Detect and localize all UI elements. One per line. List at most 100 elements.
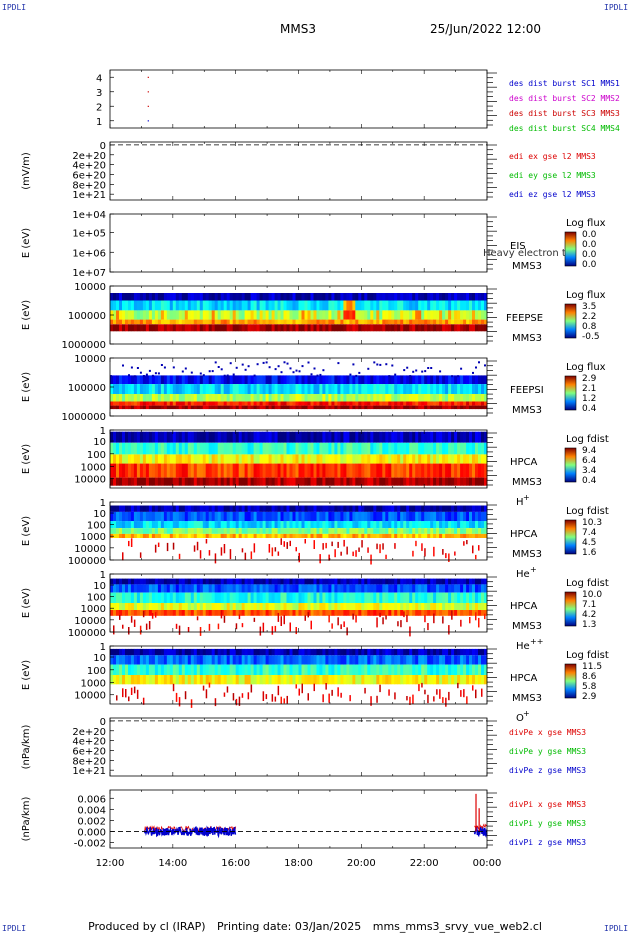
spectrogram-cell xyxy=(274,401,278,406)
spectrogram-cell xyxy=(244,655,248,665)
spectrogram-cell xyxy=(457,310,461,320)
spectrogram-cell xyxy=(247,394,251,402)
spectrogram-cell xyxy=(316,505,320,512)
spectrogram-cell xyxy=(289,394,293,402)
spectrogram-cell xyxy=(415,477,419,486)
spectrogram-cell xyxy=(277,675,281,685)
spectrogram-cell xyxy=(119,310,123,320)
spectrogram-cell xyxy=(136,655,141,665)
spectrogram-cell xyxy=(238,324,243,332)
spectrogram-cell xyxy=(460,375,464,385)
spectrogram-cell xyxy=(172,431,177,443)
spectrogram-cell xyxy=(373,361,376,364)
spectrogram-cell xyxy=(367,675,371,685)
spectrogram-cell xyxy=(259,648,263,656)
spectrogram-cell xyxy=(478,505,482,512)
spectrogram-cell xyxy=(226,505,231,512)
spectrogram-cell xyxy=(151,675,156,685)
spectrogram-cell xyxy=(364,463,368,478)
spectrogram-cell xyxy=(125,463,129,478)
spectrogram-cell xyxy=(310,375,314,385)
spectrogram-cell xyxy=(322,319,326,325)
spectrogram-cell xyxy=(250,310,254,320)
spectrogram-cell xyxy=(439,310,443,320)
spectrogram-cell xyxy=(125,592,129,603)
spectrogram-cell xyxy=(190,699,193,708)
spectrogram-cell xyxy=(157,310,162,320)
spectrogram-cell xyxy=(145,584,150,593)
spectrogram-cell xyxy=(469,463,473,478)
spectrogram-cell xyxy=(289,578,293,585)
spectrogram-cell xyxy=(184,505,189,512)
spectrogram-cell xyxy=(304,610,308,616)
spectrogram-cell xyxy=(148,584,153,593)
spectrogram-cell xyxy=(301,324,305,332)
spectrogram-cell xyxy=(343,310,347,320)
spectrogram-cell xyxy=(448,394,452,402)
spectrogram-cell xyxy=(226,319,231,325)
spectrogram-cell xyxy=(367,533,371,538)
spectrogram-cell xyxy=(256,603,260,610)
instrument-name: HPCA xyxy=(510,529,538,540)
spectrogram-cell xyxy=(250,675,254,685)
spectrogram-cell xyxy=(289,442,293,455)
spectrogram-cell xyxy=(274,648,278,656)
spectrogram-cell xyxy=(475,384,479,394)
spectrogram-cell xyxy=(187,405,192,410)
spectrogram-cell xyxy=(337,617,339,626)
spectrogram-cell xyxy=(256,454,260,464)
spectrogram-cell xyxy=(226,401,231,406)
spectrogram-cell xyxy=(319,528,323,534)
spectrogram-cell xyxy=(406,675,410,685)
spectrogram-cell xyxy=(292,371,295,374)
spectrogram-cell xyxy=(125,293,129,301)
spectrogram-cell xyxy=(280,463,284,478)
spectrogram-cell xyxy=(187,463,192,478)
spectrogram-cell xyxy=(265,431,269,443)
spectrogram-cell xyxy=(358,319,362,325)
spectrogram-cell xyxy=(122,603,126,610)
spectrogram-cell xyxy=(322,543,324,550)
spectrogram-cell xyxy=(448,477,452,486)
spectrogram-cell xyxy=(418,310,422,320)
spectrogram-cell xyxy=(340,610,344,616)
spectrogram-cell xyxy=(307,324,311,332)
spectrogram-cell xyxy=(379,528,383,534)
spectrogram-cell xyxy=(454,454,458,464)
spectrogram-cell xyxy=(217,401,222,406)
y-tick-label: 0.002 xyxy=(77,816,106,827)
spectrogram-cell xyxy=(265,610,269,616)
spectrogram-cell xyxy=(119,610,123,616)
spectrogram-cell xyxy=(229,664,234,675)
spectrogram-cell xyxy=(298,675,302,685)
spectrogram-cell xyxy=(139,319,144,325)
spectrogram-cell xyxy=(478,463,482,478)
spectrogram-cell xyxy=(355,610,359,616)
spectrogram-cell xyxy=(223,394,228,402)
spectrogram-cell xyxy=(484,324,488,332)
spectrogram-cell xyxy=(331,454,335,464)
spectrogram-cell xyxy=(136,578,141,585)
spectrogram-cell xyxy=(241,319,246,325)
spectrogram-cell xyxy=(460,521,464,529)
spectrogram-cell xyxy=(397,310,401,320)
spectrogram-cell xyxy=(220,675,225,685)
spectrogram-cell xyxy=(193,442,198,455)
spectrogram-cell xyxy=(139,610,144,616)
spectrogram-cell xyxy=(355,664,359,675)
spectrogram-cell xyxy=(202,375,207,385)
spectrogram-cell xyxy=(349,394,353,402)
spectrogram-cell xyxy=(130,405,135,410)
spectrogram-cell xyxy=(427,463,431,478)
spectrogram-cell xyxy=(151,505,156,512)
spectrogram-cell xyxy=(256,310,260,320)
spectrogram-cell xyxy=(469,511,473,522)
spectrogram-cell xyxy=(355,655,359,665)
spectrogram-cell xyxy=(457,655,461,665)
spectrogram-cell xyxy=(235,394,240,402)
spectrogram-cell xyxy=(163,454,168,464)
spectrogram-cell xyxy=(280,454,284,464)
spectrogram-cell xyxy=(250,405,254,410)
spectrogram-cell xyxy=(122,528,126,534)
spectrogram-cell xyxy=(463,511,467,522)
